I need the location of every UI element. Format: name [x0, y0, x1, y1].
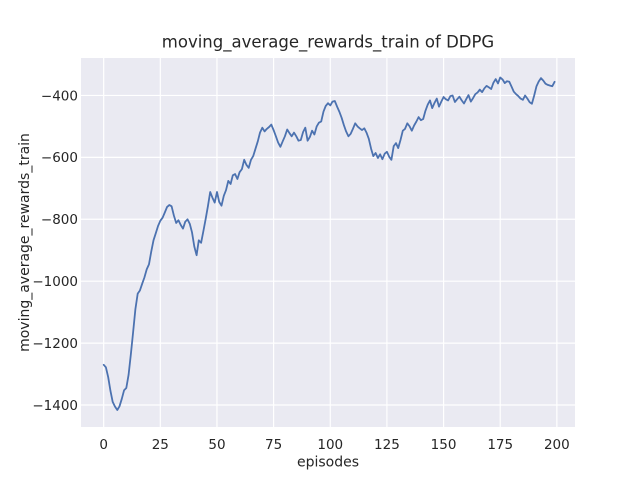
x-tick-label: 125 — [374, 437, 400, 453]
y-tick-labels: −400 −600 −800 −1000 −1200 −1400 — [32, 88, 78, 414]
y-tick-label: −1200 — [32, 336, 78, 352]
x-tick-label: 0 — [99, 437, 108, 453]
x-axis-label: episodes — [297, 455, 359, 471]
x-tick-label: 25 — [152, 437, 169, 453]
x-tick-label: 100 — [317, 437, 343, 453]
x-tick-label: 50 — [208, 437, 225, 453]
y-tick-label: −1000 — [32, 274, 78, 290]
chart-title: moving_average_rewards_train of DDPG — [162, 33, 494, 53]
y-tick-label: −400 — [41, 88, 78, 104]
x-tick-label: 150 — [431, 437, 457, 453]
x-tick-label: 75 — [265, 437, 282, 453]
y-tick-label: −800 — [41, 212, 78, 228]
plot-area — [81, 58, 575, 427]
y-tick-label: −600 — [41, 150, 78, 166]
x-tick-labels: 0 25 50 75 100 125 150 175 200 — [99, 437, 569, 453]
y-axis-label: moving_average_rewards_train — [17, 133, 33, 352]
series-line — [102, 76, 556, 411]
y-tick-label: −1400 — [32, 398, 78, 414]
gridlines — [81, 58, 575, 427]
x-tick-label: 175 — [487, 437, 513, 453]
x-tick-label: 200 — [544, 437, 570, 453]
